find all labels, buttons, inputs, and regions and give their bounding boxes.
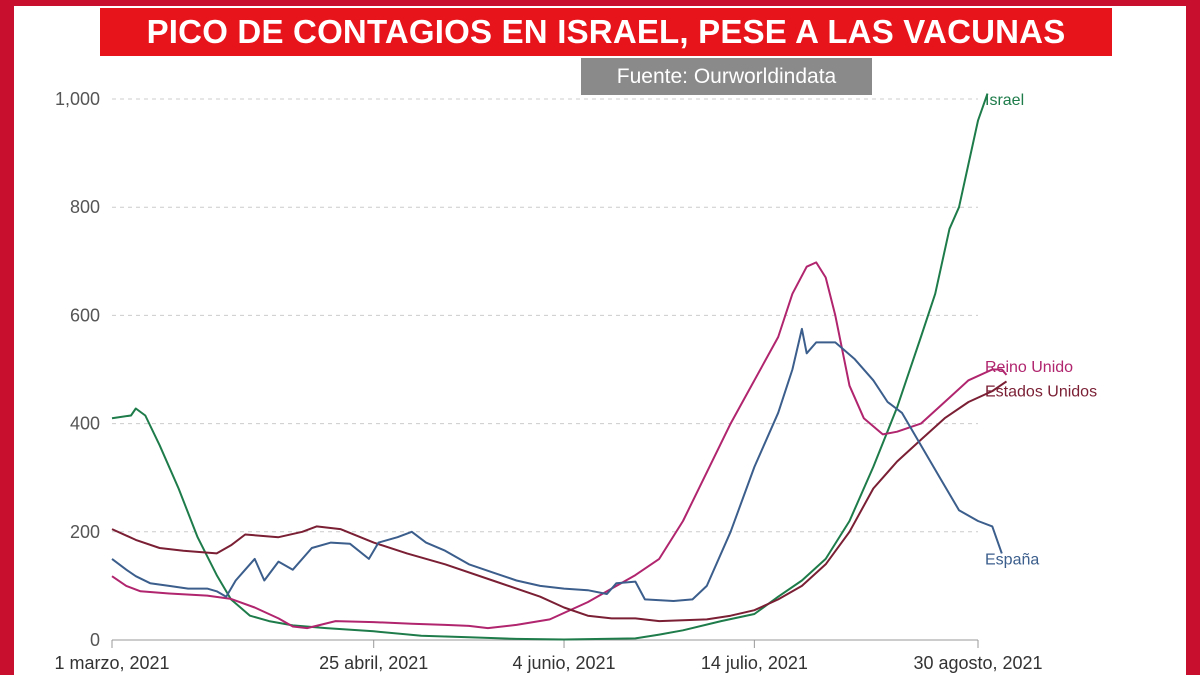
- series-line-israel: [111, 93, 989, 641]
- y-tick-label: 400: [70, 414, 100, 434]
- series-line-reino-unido: [111, 261, 1008, 630]
- y-tick-label: 600: [70, 305, 100, 325]
- chart-series: [111, 93, 1008, 641]
- x-tick-label: 25 abril, 2021: [319, 653, 428, 673]
- frame-top: [0, 0, 1200, 6]
- frame-right: [1186, 0, 1200, 675]
- chart-axes: 0 200 400 600 800 1,000 1 marzo, 2021 25 abril,…: [54, 89, 1042, 673]
- y-tick-label: 200: [70, 522, 100, 542]
- y-tick-label: 0: [90, 630, 100, 650]
- series-label-israel: Israel: [985, 92, 1024, 109]
- series-label-estados-unidos: Estados Unidos: [985, 383, 1097, 400]
- x-tick-label: 14 julio, 2021: [701, 653, 808, 673]
- chart-grid: [112, 98, 978, 533]
- series-label-espana: España: [985, 551, 1039, 568]
- y-tick-label: 1,000: [55, 89, 100, 109]
- source-badge: Fuente: Ourworldindata: [581, 58, 872, 95]
- x-tick-label: 4 junio, 2021: [512, 653, 615, 673]
- x-tick-label: 30 agosto, 2021: [913, 653, 1042, 673]
- y-tick-label: 800: [70, 197, 100, 217]
- chart-title: PICO DE CONTAGIOS EN ISRAEL, PESE A LAS …: [100, 8, 1112, 56]
- series-line-estados-unidos: [111, 380, 1008, 623]
- series-label-reino-unido: Reino Unido: [985, 359, 1073, 376]
- series-line-espana: [111, 327, 1003, 602]
- x-tick-label: 1 marzo, 2021: [54, 653, 169, 673]
- chart-series-labels: Israel Reino Unido Estados Unidos España: [985, 92, 1097, 568]
- frame-left: [0, 0, 14, 675]
